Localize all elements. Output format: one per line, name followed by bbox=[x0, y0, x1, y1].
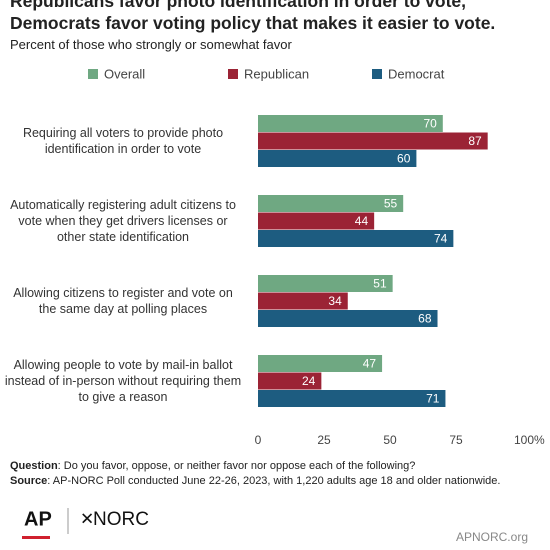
norc-star: ✕ bbox=[80, 509, 94, 528]
legend-swatch bbox=[372, 69, 382, 79]
value-label: 55 bbox=[384, 197, 398, 211]
bar bbox=[258, 390, 446, 407]
value-label: 68 bbox=[418, 312, 432, 326]
category-label: Allowing citizens to register and vote o… bbox=[13, 286, 233, 317]
legend-label: Democrat bbox=[388, 66, 445, 81]
bar bbox=[258, 212, 375, 230]
category-label: Requiring all voters to provide photo id… bbox=[22, 126, 224, 157]
bar bbox=[258, 150, 417, 167]
norc-logo: NORC bbox=[93, 509, 149, 530]
value-label: 24 bbox=[302, 374, 316, 388]
value-label: 47 bbox=[363, 357, 377, 371]
category-label: Allowing people to vote by mail-in ballo… bbox=[4, 358, 242, 405]
value-label: 51 bbox=[373, 277, 387, 291]
value-label: 44 bbox=[355, 214, 369, 228]
note-label: Question bbox=[10, 460, 58, 472]
category-label: Automatically registering adult citizens… bbox=[10, 198, 236, 245]
x-tick-label: 0 bbox=[255, 433, 262, 447]
x-tick-label: 75 bbox=[449, 433, 463, 447]
x-tick-label: 50 bbox=[383, 433, 397, 447]
note-label: Source bbox=[10, 475, 48, 487]
value-label: 70 bbox=[423, 117, 437, 131]
x-tick-label: 25 bbox=[317, 433, 331, 447]
bar bbox=[258, 275, 393, 292]
bar bbox=[258, 115, 443, 132]
bar bbox=[258, 310, 438, 327]
ap-logo: AP bbox=[24, 508, 52, 530]
note-text: : Do you favor, oppose, or neither favor… bbox=[57, 460, 416, 472]
value-label: 34 bbox=[328, 294, 342, 308]
source-note: Source: AP-NORC Poll conducted June 22-2… bbox=[10, 475, 500, 487]
value-label: 74 bbox=[434, 232, 448, 246]
bar bbox=[258, 195, 404, 212]
legend-label: Republican bbox=[244, 66, 309, 81]
bar bbox=[258, 355, 383, 372]
legend-swatch bbox=[228, 69, 238, 79]
bar bbox=[258, 292, 348, 310]
question-note: Question: Do you favor, oppose, or neith… bbox=[10, 460, 415, 472]
value-label: 60 bbox=[397, 152, 411, 166]
bar bbox=[258, 230, 454, 247]
chart-subtitle: Percent of those who strongly or somewha… bbox=[10, 37, 292, 52]
bar bbox=[258, 132, 488, 150]
note-text: : AP-NORC Poll conducted June 22-26, 202… bbox=[47, 475, 501, 487]
legend-swatch bbox=[88, 69, 98, 79]
bar bbox=[258, 372, 322, 390]
value-label: 87 bbox=[468, 134, 482, 148]
logo-underline bbox=[22, 536, 50, 539]
legend-label: Overall bbox=[104, 66, 145, 81]
site-url: APNORC.org bbox=[456, 530, 528, 544]
value-label: 71 bbox=[426, 392, 440, 406]
x-tick-label: 100% bbox=[514, 433, 545, 447]
chart-title: Republicans favor photo identification i… bbox=[10, 0, 496, 33]
